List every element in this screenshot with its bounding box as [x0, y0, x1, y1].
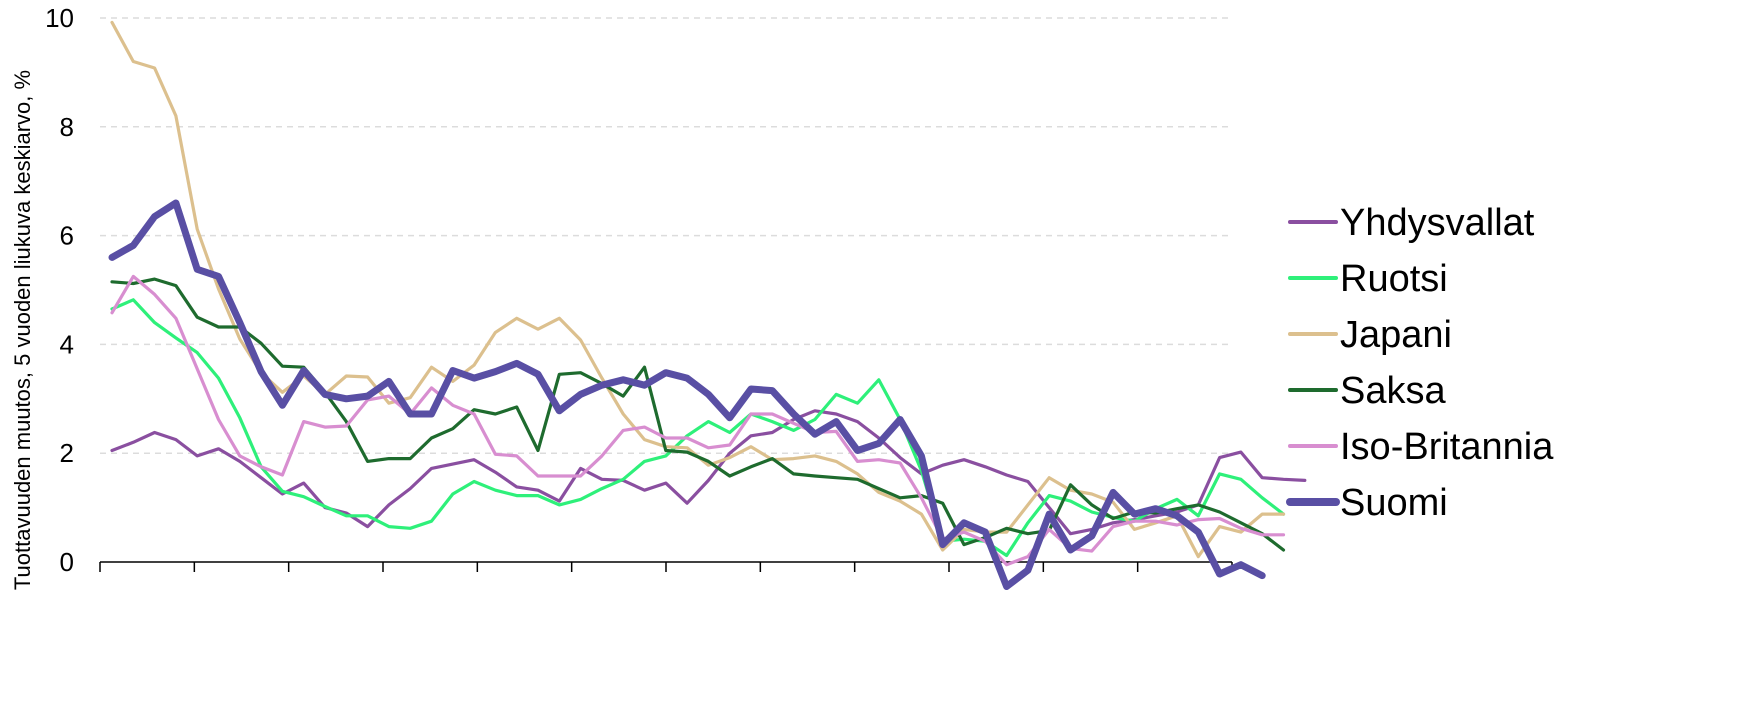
gridlines — [100, 17, 1232, 454]
y-axis-title: Tuottavuuden muutos, 5 vuoden liukuva ke… — [10, 70, 35, 590]
legend: Yhdysvallat Ruotsi Japani Saksa Iso-Britanni… — [1286, 202, 1554, 524]
y-tick-label: 8 — [60, 112, 74, 142]
y-axis-ticks: 0 2 4 6 8 10 — [45, 3, 74, 577]
series-line-iso-britannia — [110, 274, 1286, 567]
y-tick-label: 10 — [45, 3, 74, 33]
legend-label-yhdysvallat: Yhdysvallat — [1340, 202, 1535, 244]
legend-label-japani: Japani — [1340, 314, 1452, 356]
y-tick-label: 0 — [60, 547, 74, 577]
legend-label-suomi: Suomi — [1340, 482, 1448, 524]
y-tick-label: 6 — [60, 221, 74, 251]
x-axis — [99, 561, 1233, 572]
legend-label-saksa: Saksa — [1340, 370, 1446, 412]
y-tick-label: 2 — [60, 438, 74, 468]
series-line-suomi — [108, 199, 1266, 590]
y-tick-label: 4 — [60, 329, 74, 359]
legend-label-iso-britannia: Iso-Britannia — [1340, 426, 1554, 468]
series-line-japani — [110, 20, 1286, 559]
legend-label-ruotsi: Ruotsi — [1340, 258, 1448, 300]
series-lines — [108, 20, 1307, 590]
series-line-yhdysvallat — [110, 409, 1307, 536]
series-line-ruotsi — [110, 298, 1286, 558]
